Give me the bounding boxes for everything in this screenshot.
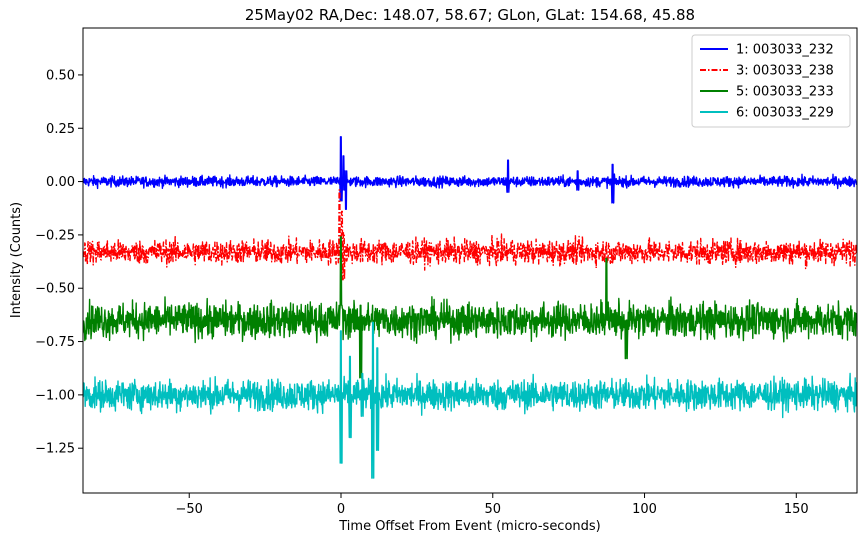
- legend-label: 3: 003033_238: [736, 64, 834, 79]
- legend-label: 1: 003033_232: [736, 43, 834, 58]
- y-tick-label: 0.00: [46, 175, 75, 190]
- plot-frame: [82, 27, 858, 494]
- y-tick-label: −1.25: [35, 442, 75, 457]
- x-tick-label: 0: [337, 502, 345, 517]
- series-line-4: [83, 321, 857, 479]
- series-line-1: [83, 136, 857, 211]
- x-axis: −50 0 50 100 150: [176, 493, 809, 517]
- legend-box: [691, 34, 851, 128]
- series-line-3: [83, 236, 857, 379]
- legend-label: 6: 003033_229: [736, 106, 834, 121]
- chart-title: 25May02 RA,Dec: 148.07, 58.67; GLon, GLa…: [245, 6, 695, 24]
- legend-label: 5: 003033_233: [736, 85, 834, 100]
- y-tick-label: −0.75: [35, 335, 75, 350]
- y-tick-label: 0.25: [46, 122, 75, 137]
- y-tick-label: 0.50: [46, 68, 75, 83]
- y-tick-label: −0.25: [35, 228, 75, 243]
- y-tick-label: −1.00: [35, 388, 75, 403]
- y-tick-label: −0.50: [35, 282, 75, 297]
- series-line-2: [83, 189, 857, 281]
- x-tick-label: −50: [176, 502, 203, 517]
- x-axis-label: Time Offset From Event (micro-seconds): [338, 519, 601, 534]
- x-tick-label: 150: [784, 502, 809, 517]
- x-tick-label: 50: [484, 502, 501, 517]
- y-axis-label: Intensity (Counts): [9, 202, 24, 318]
- x-tick-label: 100: [632, 502, 657, 517]
- legend: 1: 003033_232 3: 003033_238 5: 003033_233 6…: [691, 34, 851, 128]
- y-axis: 0.50 0.25 0.00 −0.25 −0.50 −0.75 −1.00 −1.25: [35, 68, 83, 457]
- series-layer: [83, 136, 857, 479]
